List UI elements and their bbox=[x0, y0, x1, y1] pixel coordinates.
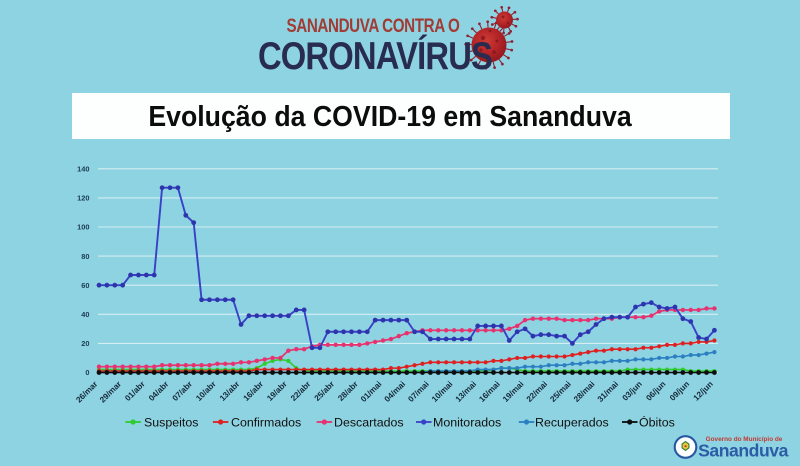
svg-text:16/abr: 16/abr bbox=[242, 379, 266, 403]
svg-text:28/abr: 28/abr bbox=[336, 379, 360, 403]
svg-text:120: 120 bbox=[77, 194, 89, 203]
svg-text:03/jun: 03/jun bbox=[621, 380, 644, 403]
svg-text:07/abr: 07/abr bbox=[171, 379, 195, 403]
svg-text:60: 60 bbox=[81, 281, 89, 290]
svg-text:04/abr: 04/abr bbox=[147, 379, 171, 403]
svg-text:13/abr: 13/abr bbox=[218, 379, 242, 403]
svg-text:0: 0 bbox=[85, 368, 89, 377]
svg-text:Monitorados: Monitorados bbox=[433, 415, 501, 429]
svg-text:40: 40 bbox=[81, 310, 89, 319]
svg-text:07/mai: 07/mai bbox=[406, 380, 430, 404]
svg-text:Recuperados: Recuperados bbox=[535, 415, 609, 429]
svg-text:01/abr: 01/abr bbox=[123, 379, 147, 403]
svg-text:04/mai: 04/mai bbox=[383, 380, 407, 404]
svg-text:25/mai: 25/mai bbox=[548, 380, 572, 404]
svg-text:20: 20 bbox=[81, 339, 89, 348]
svg-text:01/mai: 01/mai bbox=[359, 380, 383, 404]
svg-text:Confirmados: Confirmados bbox=[231, 415, 301, 429]
svg-text:09/jun: 09/jun bbox=[668, 380, 691, 403]
svg-text:10/mai: 10/mai bbox=[430, 380, 454, 404]
svg-text:26/mar: 26/mar bbox=[74, 379, 100, 405]
svg-text:Sananduva: Sananduva bbox=[698, 440, 788, 460]
svg-text:Descartados: Descartados bbox=[334, 415, 404, 429]
svg-text:06/jun: 06/jun bbox=[644, 380, 667, 403]
svg-text:13/mai: 13/mai bbox=[454, 380, 478, 404]
svg-text:16/mai: 16/mai bbox=[477, 380, 501, 404]
svg-text:80: 80 bbox=[81, 252, 89, 261]
svg-text:12/jun: 12/jun bbox=[692, 380, 715, 403]
svg-text:22/abr: 22/abr bbox=[289, 379, 313, 403]
svg-text:Óbitos: Óbitos bbox=[639, 414, 675, 429]
svg-text:29/mar: 29/mar bbox=[98, 379, 124, 405]
svg-text:28/mai: 28/mai bbox=[572, 380, 596, 404]
svg-text:Suspeitos: Suspeitos bbox=[144, 415, 198, 429]
svg-text:10/abr: 10/abr bbox=[194, 379, 218, 403]
svg-text:22/mai: 22/mai bbox=[525, 380, 549, 404]
svg-text:140: 140 bbox=[77, 165, 89, 174]
svg-text:31/mai: 31/mai bbox=[596, 380, 620, 404]
svg-text:100: 100 bbox=[77, 223, 89, 232]
svg-text:Governo do Município de: Governo do Município de bbox=[706, 436, 783, 443]
svg-text:19/mai: 19/mai bbox=[501, 380, 525, 404]
svg-text:19/abr: 19/abr bbox=[265, 379, 289, 403]
svg-text:25/abr: 25/abr bbox=[313, 379, 337, 403]
